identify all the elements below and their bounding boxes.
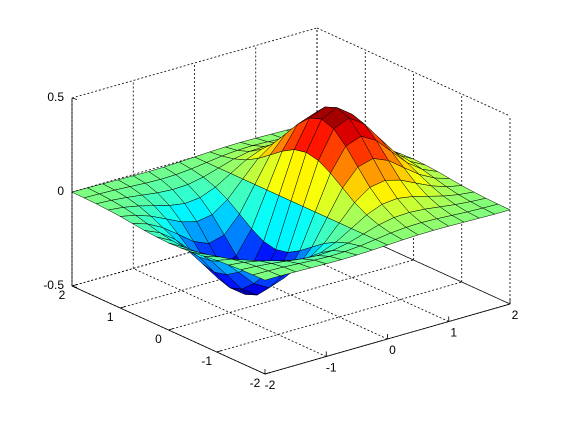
grid-line (133, 268, 327, 357)
tick-mark (168, 328, 174, 331)
y-tick-label: 2 (59, 288, 66, 302)
tick-mark (120, 306, 126, 309)
x-tick-label: -1 (326, 361, 337, 375)
tick-mark (71, 285, 78, 288)
tick-mark (264, 372, 271, 375)
surface-patch (252, 270, 282, 281)
z-tick-label: -0.5 (43, 278, 64, 292)
z-tick-label: 0 (57, 184, 64, 198)
y-tick-label: 1 (107, 310, 114, 324)
y-tick-label: -1 (201, 354, 212, 368)
grid-line (216, 281, 462, 353)
grid-line (316, 215, 511, 305)
y-tick-label: 0 (155, 332, 162, 346)
tick-mark (71, 97, 78, 100)
x-tick-label: 0 (389, 343, 396, 357)
z-tick-label: 0.5 (47, 90, 64, 104)
y-tick-label: -2 (250, 376, 261, 390)
grid-line (168, 259, 414, 331)
x-tick-label: -2 (265, 378, 276, 392)
grid-line (316, 27, 511, 117)
tick-mark (71, 284, 78, 287)
x-tick-label: 2 (512, 308, 519, 322)
grid-line (71, 27, 318, 99)
tick-mark (216, 350, 222, 353)
x-tick-label: 1 (450, 326, 457, 340)
